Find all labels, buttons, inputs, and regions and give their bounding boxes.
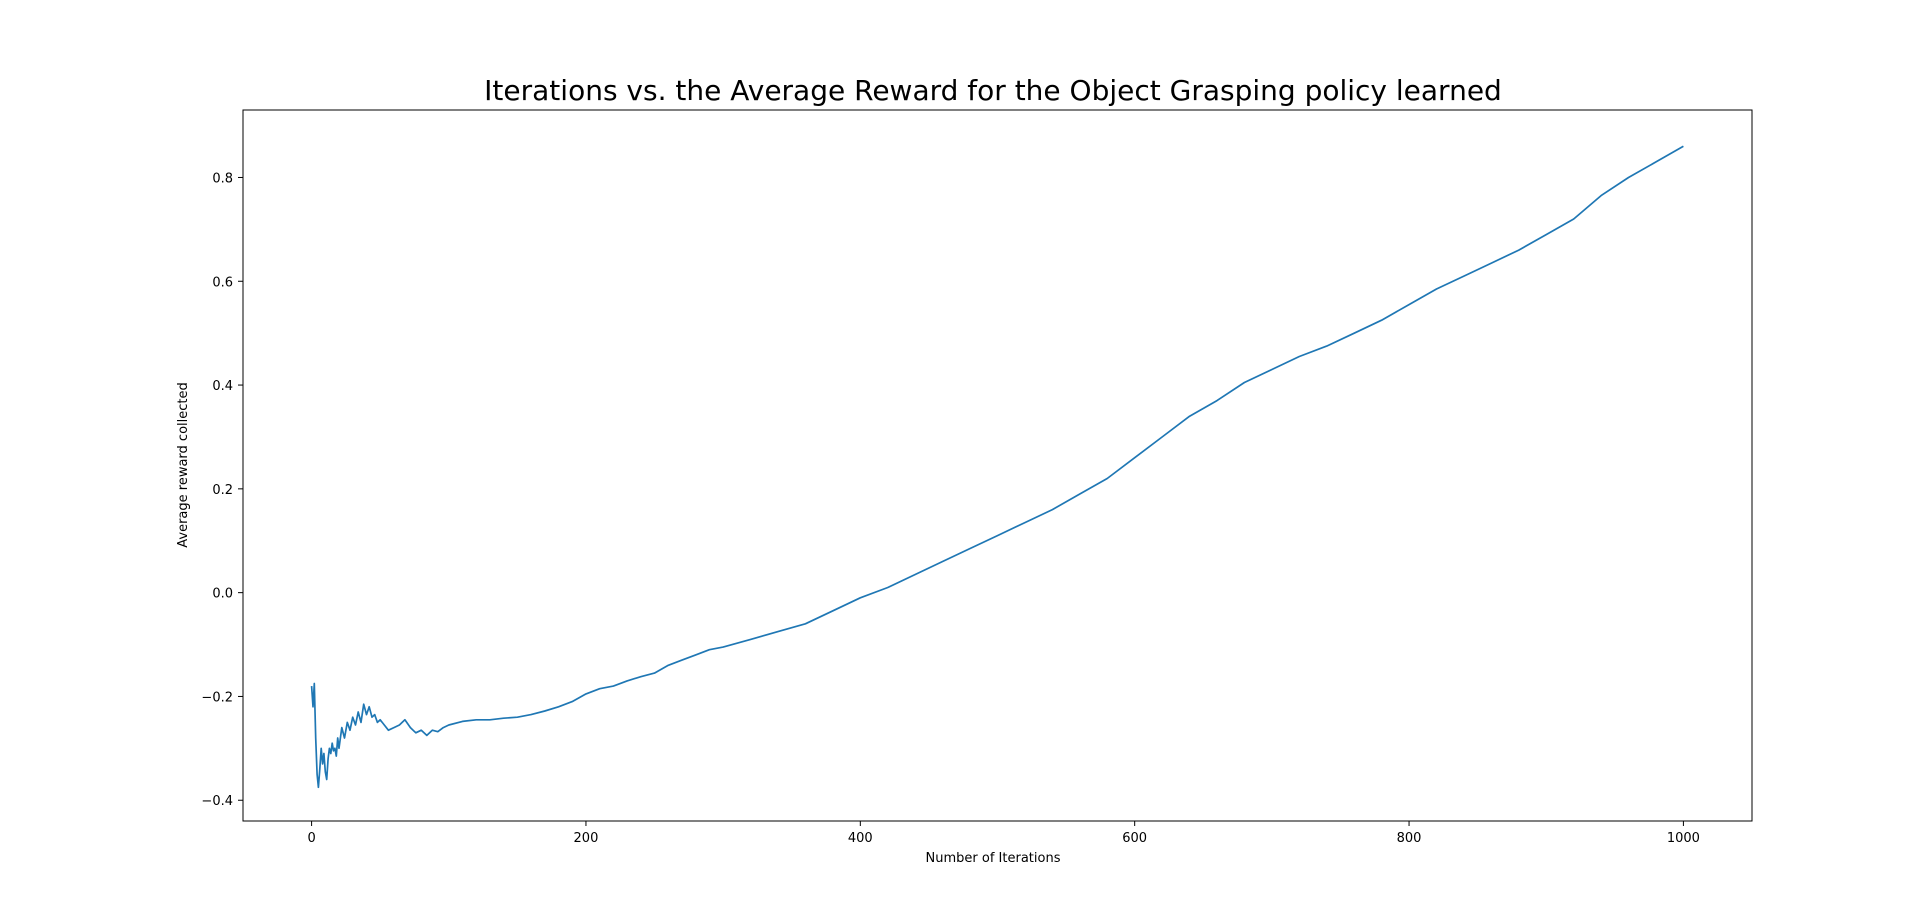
x-tick-label: 0 (307, 831, 315, 846)
x-axis: 0 200 400 600 800 1000 (307, 821, 1700, 846)
x-tick-label: 600 (1122, 831, 1147, 846)
y-tick-label: 0.0 (212, 587, 233, 602)
y-tick-label: −0.2 (201, 690, 233, 705)
y-tick-label: 0.6 (212, 275, 233, 290)
data-series-line (310, 145, 1684, 789)
y-tick-label: 0.2 (212, 483, 233, 498)
y-tick-label: 0.4 (212, 379, 233, 394)
x-tick-label: 200 (574, 831, 599, 846)
x-axis-label: Number of Iterations (926, 851, 1061, 866)
y-tick-label: −0.4 (201, 794, 233, 809)
y-tick-label: 0.8 (212, 171, 233, 186)
y-axis-label: Average reward collected (176, 382, 191, 548)
plot-area (242, 109, 1753, 822)
axes-frame (242, 109, 1753, 822)
y-axis: −0.4 −0.2 0.0 0.2 0.4 0.6 0.8 (201, 171, 243, 809)
x-tick-label: 400 (848, 831, 873, 846)
chart-title: Iterations vs. the Average Reward for th… (484, 74, 1502, 107)
x-tick-label: 800 (1397, 831, 1422, 846)
x-tick-label: 1000 (1667, 831, 1700, 846)
